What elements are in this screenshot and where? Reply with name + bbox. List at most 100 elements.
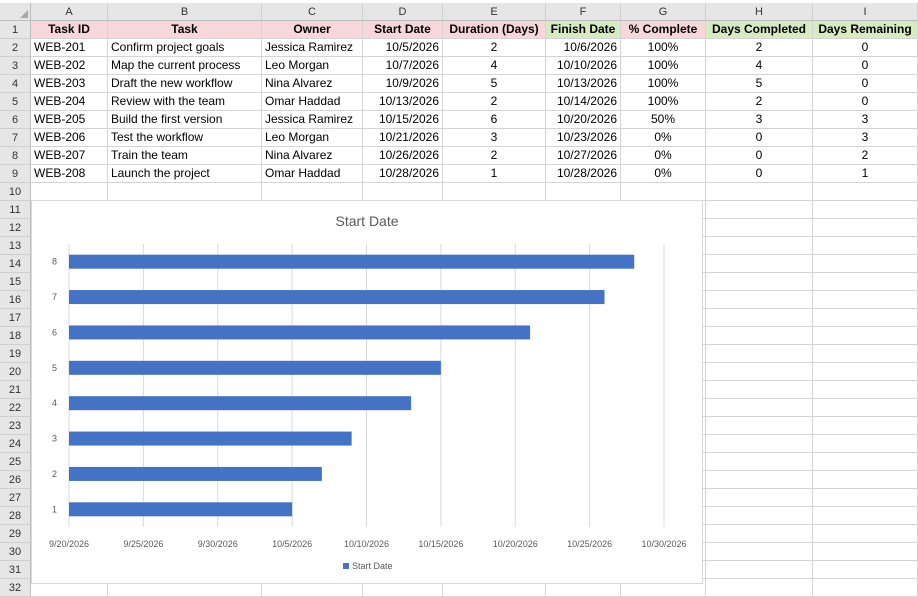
empty-cell[interactable] <box>813 219 918 237</box>
table-cell[interactable]: Nina Alvarez <box>262 147 363 165</box>
empty-cell[interactable] <box>813 363 918 381</box>
empty-cell[interactable] <box>813 345 918 363</box>
header-cell--complete[interactable]: % Complete <box>621 21 706 39</box>
row-header-3[interactable]: 3 <box>0 57 31 75</box>
row-header-12[interactable]: 12 <box>0 219 31 237</box>
chart-bar[interactable] <box>69 396 412 411</box>
row-header-32[interactable]: 32 <box>0 579 31 597</box>
empty-cell[interactable] <box>813 309 918 327</box>
table-cell[interactable]: 2 <box>443 39 546 57</box>
table-cell[interactable]: 0 <box>813 57 918 75</box>
column-header-e[interactable]: E <box>443 3 546 21</box>
table-cell[interactable]: 50% <box>621 111 706 129</box>
empty-cell[interactable] <box>546 183 621 201</box>
table-cell[interactable]: 4 <box>443 57 546 75</box>
table-cell[interactable]: 0 <box>706 147 813 165</box>
empty-cell[interactable] <box>706 219 813 237</box>
row-header-17[interactable]: 17 <box>0 309 31 327</box>
table-cell[interactable]: 10/10/2026 <box>546 57 621 75</box>
table-cell[interactable]: 1 <box>813 165 918 183</box>
row-header-23[interactable]: 23 <box>0 417 31 435</box>
select-all-corner[interactable] <box>0 3 31 21</box>
row-header-13[interactable]: 13 <box>0 237 31 255</box>
table-cell[interactable]: Launch the project <box>108 165 262 183</box>
empty-cell[interactable] <box>706 381 813 399</box>
table-cell[interactable]: 100% <box>621 57 706 75</box>
table-cell[interactable]: WEB-201 <box>31 39 108 57</box>
row-header-29[interactable]: 29 <box>0 525 31 543</box>
table-cell[interactable]: 10/27/2026 <box>546 147 621 165</box>
empty-cell[interactable] <box>813 579 918 597</box>
row-header-27[interactable]: 27 <box>0 489 31 507</box>
table-cell[interactable]: 10/26/2026 <box>363 147 443 165</box>
column-header-f[interactable]: F <box>546 3 621 21</box>
table-cell[interactable]: Draft the new workflow <box>108 75 262 93</box>
table-cell[interactable]: Test the workflow <box>108 129 262 147</box>
row-header-31[interactable]: 31 <box>0 561 31 579</box>
empty-cell[interactable] <box>706 309 813 327</box>
empty-cell[interactable] <box>813 435 918 453</box>
table-cell[interactable]: WEB-206 <box>31 129 108 147</box>
row-header-6[interactable]: 6 <box>0 111 31 129</box>
table-cell[interactable]: Jessica Ramirez <box>262 39 363 57</box>
chart-bar[interactable] <box>69 254 635 269</box>
empty-cell[interactable] <box>706 507 813 525</box>
empty-cell[interactable] <box>706 327 813 345</box>
table-cell[interactable]: Confirm project goals <box>108 39 262 57</box>
empty-cell[interactable] <box>813 399 918 417</box>
table-cell[interactable]: Leo Morgan <box>262 57 363 75</box>
empty-cell[interactable] <box>706 255 813 273</box>
table-cell[interactable]: 0 <box>813 93 918 111</box>
row-header-22[interactable]: 22 <box>0 399 31 417</box>
table-cell[interactable]: Omar Haddad <box>262 165 363 183</box>
empty-cell[interactable] <box>108 183 262 201</box>
empty-cell[interactable] <box>706 543 813 561</box>
empty-cell[interactable] <box>706 237 813 255</box>
row-header-1[interactable]: 1 <box>0 21 31 39</box>
column-header-a[interactable]: A <box>31 3 108 21</box>
table-cell[interactable]: 10/13/2026 <box>546 75 621 93</box>
empty-cell[interactable] <box>813 453 918 471</box>
table-cell[interactable]: 100% <box>621 93 706 111</box>
empty-cell[interactable] <box>31 183 108 201</box>
table-cell[interactable]: 1 <box>443 165 546 183</box>
empty-cell[interactable] <box>706 201 813 219</box>
table-cell[interactable]: 10/20/2026 <box>546 111 621 129</box>
row-header-30[interactable]: 30 <box>0 543 31 561</box>
empty-cell[interactable] <box>706 561 813 579</box>
table-cell[interactable]: 10/14/2026 <box>546 93 621 111</box>
table-cell[interactable]: 100% <box>621 75 706 93</box>
row-header-18[interactable]: 18 <box>0 327 31 345</box>
empty-cell[interactable] <box>262 183 363 201</box>
chart-bar[interactable] <box>69 325 531 340</box>
empty-cell[interactable] <box>706 273 813 291</box>
table-cell[interactable]: 0 <box>706 129 813 147</box>
empty-cell[interactable] <box>813 489 918 507</box>
row-header-14[interactable]: 14 <box>0 255 31 273</box>
row-header-25[interactable]: 25 <box>0 453 31 471</box>
empty-cell[interactable] <box>706 525 813 543</box>
row-header-11[interactable]: 11 <box>0 201 31 219</box>
empty-cell[interactable] <box>706 345 813 363</box>
empty-cell[interactable] <box>813 525 918 543</box>
table-cell[interactable]: WEB-205 <box>31 111 108 129</box>
empty-cell[interactable] <box>706 291 813 309</box>
table-cell[interactable]: 5 <box>706 75 813 93</box>
table-cell[interactable]: 2 <box>443 147 546 165</box>
row-header-26[interactable]: 26 <box>0 471 31 489</box>
row-header-7[interactable]: 7 <box>0 129 31 147</box>
table-cell[interactable]: 2 <box>706 39 813 57</box>
column-header-h[interactable]: H <box>706 3 813 21</box>
header-cell-task-id[interactable]: Task ID <box>31 21 108 39</box>
header-cell-days-remaining[interactable]: Days Remaining <box>813 21 918 39</box>
table-cell[interactable]: 5 <box>443 75 546 93</box>
empty-cell[interactable] <box>363 183 443 201</box>
table-cell[interactable]: 10/15/2026 <box>363 111 443 129</box>
table-cell[interactable]: Nina Alvarez <box>262 75 363 93</box>
table-cell[interactable]: Build the first version <box>108 111 262 129</box>
header-cell-task[interactable]: Task <box>108 21 262 39</box>
empty-cell[interactable] <box>706 579 813 597</box>
table-cell[interactable]: 10/21/2026 <box>363 129 443 147</box>
row-header-5[interactable]: 5 <box>0 93 31 111</box>
